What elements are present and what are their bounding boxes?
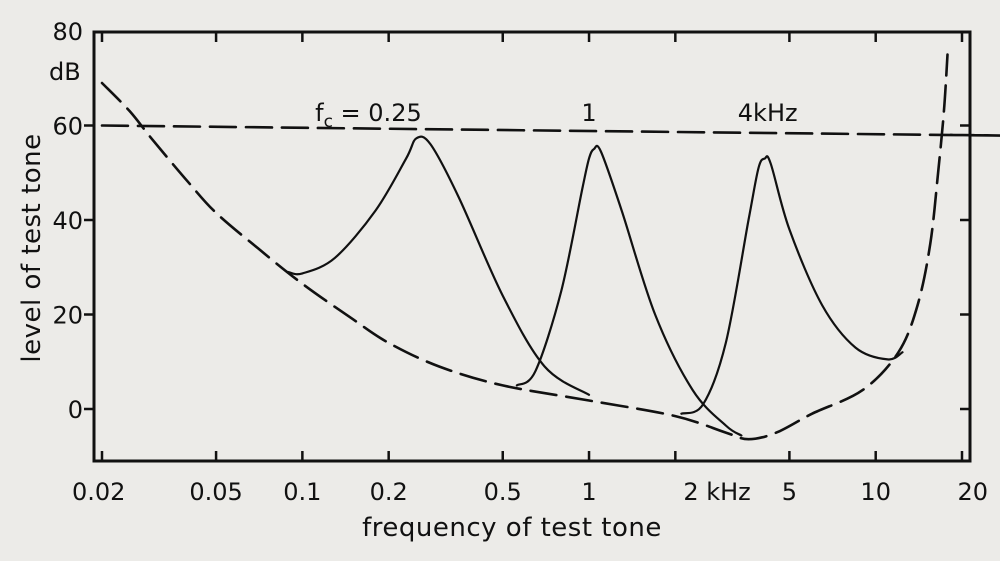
- curve-labels-layer: fc = 0.25 1 4kHz: [315, 99, 797, 132]
- x-tick-label: 1: [581, 478, 596, 506]
- y-tick-label: 20: [52, 302, 83, 330]
- x-tick-label: 20: [957, 478, 988, 506]
- tuning-curve-2: [286, 135, 591, 396]
- tuning-curve-4: [680, 155, 904, 415]
- x-tick-label: 10: [860, 478, 891, 506]
- plot-frame: [92, 30, 972, 463]
- curve-label: 4kHz: [738, 99, 798, 127]
- y-tick-label: 80: [52, 18, 83, 46]
- dashed-curve-1: [100, 124, 1000, 137]
- dashed-curve-0: [100, 53, 949, 441]
- y-tick-label: 60: [52, 113, 83, 141]
- x-axis-title: frequency of test tone: [362, 513, 662, 543]
- y-tick-label: 40: [52, 207, 83, 235]
- y-tick-label: 0: [68, 396, 83, 424]
- x-tick-label: 2 kHz: [683, 478, 750, 506]
- curve-label: 1: [581, 99, 596, 127]
- y-unit-label: dB: [49, 58, 81, 86]
- curves-layer: [100, 53, 1000, 441]
- curve-label: fc = 0.25: [315, 99, 422, 132]
- x-tick-label: 0.5: [484, 478, 522, 506]
- x-tick-label: 0.02: [72, 478, 125, 506]
- curve-label-value: = 0.25: [333, 99, 422, 127]
- x-tick-label: 0.05: [189, 478, 242, 506]
- x-tick-label: 0.2: [370, 478, 408, 506]
- tuning-curve-3: [515, 144, 743, 437]
- y-axis-ticks: 0 20 40 60 80: [52, 18, 970, 424]
- x-axis-ticks: 0.02 0.05 0.1 0.2 0.5 1 2 kHz 5 10 20: [72, 32, 988, 506]
- x-tick-label: 5: [782, 478, 797, 506]
- y-axis-title: level of test tone: [17, 133, 47, 362]
- x-tick-label: 0.1: [283, 478, 321, 506]
- curve-label-subscript: c: [324, 112, 333, 132]
